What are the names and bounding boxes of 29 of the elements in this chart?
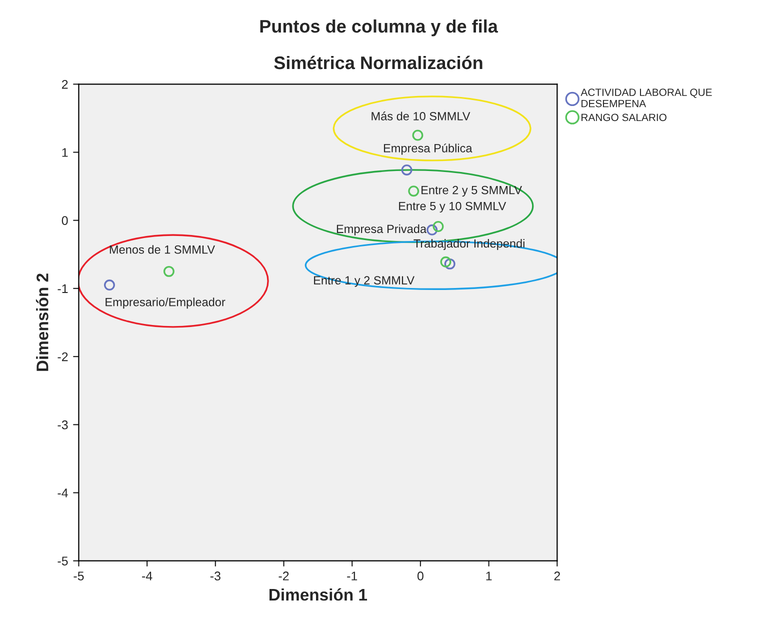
x-tick-label: 2 [554,572,560,580]
annotation: Empresario/Empleador [106,298,226,309]
x-tick-label: 0 [417,572,424,580]
y-tick-label: -2 [58,352,68,362]
annotation: Menos de 1 SMMLV [110,245,215,254]
y-tick-label: -3 [58,420,68,430]
legend-label: RANGO SALARIO [582,114,666,122]
y-tick-label: 2 [62,80,68,89]
annotation: Empresa Pública [384,144,472,155]
x-tick-label: -5 [74,572,84,580]
x-tick-label: -2 [278,572,289,580]
x-tick-label: -4 [142,572,152,580]
x-tick-label: -1 [347,572,358,580]
y-tick-label: -5 [58,556,68,566]
x-tick-label: 1 [486,572,492,580]
y-tick-label: 0 [62,216,68,226]
annotation: Más de 10 SMMLV [372,112,470,120]
annotation: Entre 5 y 10 SMMLV [399,202,506,213]
x-axis-title: Dimensión 1 [270,588,368,601]
annotation: Empresa Privada [336,224,427,236]
y-tick-label: -1 [58,284,68,293]
x-tick-label: -3 [210,572,220,580]
y-axis-title: Dimensión 2 [36,274,48,371]
annotation: Entre 2 y 5 SMMLV [422,186,522,197]
chart-subtitle: Simétrica Normalización [274,56,482,70]
chart-title: Puntos de columna y de fila [260,19,498,36]
y-tick-label: -4 [58,488,68,498]
y-tick-label: 1 [62,148,68,157]
legend-label: ACTIVIDAD LABORAL QUE DESEMPENA [580,88,712,108]
